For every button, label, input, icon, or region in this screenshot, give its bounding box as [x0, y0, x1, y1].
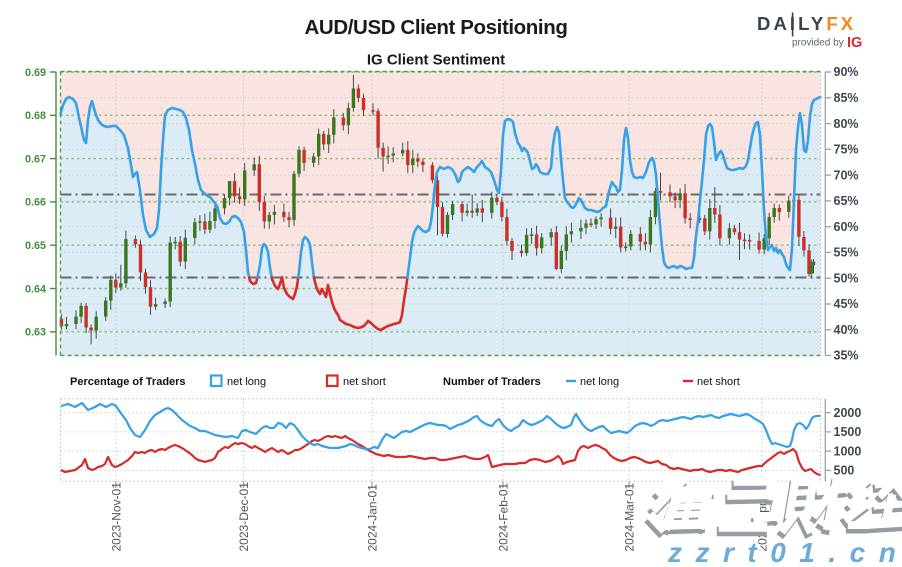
svg-text:75%: 75% — [834, 143, 859, 157]
svg-text:AUD/USD Client Positioning: AUD/USD Client Positioning — [305, 16, 568, 39]
svg-text:0.65: 0.65 — [25, 240, 46, 252]
svg-text:45%: 45% — [834, 297, 859, 311]
svg-text:1500: 1500 — [834, 425, 862, 439]
svg-text:80%: 80% — [834, 117, 859, 131]
svg-text:zzrt01.cn: zzrt01.cn — [667, 537, 902, 567]
svg-text:0.64: 0.64 — [25, 283, 46, 295]
svg-text:2024-Mar-01: 2024-Mar-01 — [623, 482, 637, 551]
svg-text:net long: net long — [227, 376, 266, 388]
svg-text:35%: 35% — [834, 349, 859, 363]
svg-text:55%: 55% — [834, 246, 859, 260]
svg-text:2000: 2000 — [834, 406, 862, 420]
svg-text:85%: 85% — [834, 91, 859, 105]
svg-text:IG Client Sentiment: IG Client Sentiment — [367, 52, 505, 69]
svg-text:provided by: provided by — [792, 38, 844, 49]
svg-text:Number of Traders: Number of Traders — [443, 376, 541, 388]
svg-text:70%: 70% — [834, 168, 859, 182]
svg-text:0.63: 0.63 — [25, 327, 46, 339]
svg-text:2024-Jan-01: 2024-Jan-01 — [366, 484, 380, 552]
svg-text:500: 500 — [834, 464, 855, 478]
svg-text:1000: 1000 — [834, 444, 862, 458]
svg-text:0.69: 0.69 — [25, 67, 46, 79]
svg-text:2023-Nov-01: 2023-Nov-01 — [109, 482, 123, 552]
svg-text:50%: 50% — [834, 271, 859, 285]
svg-text:net long: net long — [580, 376, 619, 388]
svg-text:60%: 60% — [834, 220, 859, 234]
svg-text:90%: 90% — [834, 65, 859, 79]
svg-text:2024-Feb-01: 2024-Feb-01 — [497, 482, 511, 551]
svg-text:Percentage of Traders: Percentage of Traders — [70, 376, 186, 388]
svg-text:DAILYFX: DAILYFX — [757, 13, 856, 34]
svg-text:2023-Dec-01: 2023-Dec-01 — [237, 482, 251, 552]
svg-text:0.68: 0.68 — [25, 110, 46, 122]
svg-text:net short: net short — [343, 376, 386, 388]
svg-text:65%: 65% — [834, 194, 859, 208]
svg-text:net short: net short — [697, 376, 740, 388]
svg-text:40%: 40% — [834, 323, 859, 337]
svg-text:0.67: 0.67 — [25, 153, 46, 165]
svg-text:0.66: 0.66 — [25, 197, 46, 209]
svg-text:IG: IG — [847, 35, 862, 51]
